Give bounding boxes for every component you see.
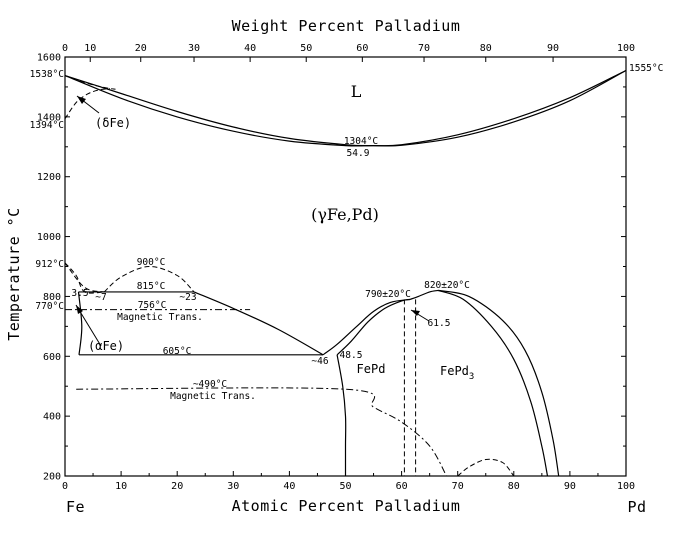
label-912: 912°C [35, 259, 64, 270]
x-tick-label-90: 90 [564, 481, 576, 492]
wt-tick-label-50: 50 [300, 43, 312, 54]
curve-fepd3-right-inner [437, 289, 549, 477]
label-815: 815°C [137, 281, 166, 292]
curve-lower-dome [457, 458, 515, 477]
arrow-61-5-head [411, 310, 420, 316]
curve-fepd3-left [409, 289, 439, 300]
curve-fepd3-right-outer [437, 289, 560, 477]
x-tick-label-50: 50 [339, 481, 351, 492]
x-tick-label-30: 30 [227, 481, 239, 492]
label-23: ~23 [179, 292, 196, 303]
boundary-lines [64, 69, 627, 477]
wt-tick-label-40: 40 [244, 43, 256, 54]
x-tick-label-0: 0 [62, 481, 68, 492]
wt-tick-label-60: 60 [356, 43, 368, 54]
phase-gamma: (γFe,Pd) [311, 205, 379, 224]
magnetic-trans-lower: Magnetic Trans. [170, 391, 256, 402]
wt-tick-label-20: 20 [135, 43, 147, 54]
wt-tick-label-100: 100 [617, 43, 635, 54]
x-tick-label-20: 20 [171, 481, 183, 492]
label-min-temp: 1304°C [344, 136, 378, 147]
y-tick-label-600: 600 [43, 352, 61, 363]
y-tick-label-400: 400 [43, 412, 61, 423]
x-tick-label-80: 80 [508, 481, 520, 492]
axis-ticks: 0 10 20 30 40 50 60 70 80 90 1000 10 20 30 40 50 60 70 80 9… [37, 43, 635, 492]
wt-tick-label-90: 90 [547, 43, 559, 54]
wt-tick-label-70: 70 [418, 43, 430, 54]
wt-tick-label-10: 10 [84, 43, 96, 54]
label-3-5: 3.5 [71, 288, 88, 299]
magnetic-trans-upper: Magnetic Trans. [117, 312, 203, 323]
label-756: 756°C [138, 300, 167, 311]
curve-gamma-alpha-lower [64, 262, 105, 294]
y-tick-label-800: 800 [43, 292, 61, 303]
y-tick-label-1600: 1600 [37, 53, 61, 64]
phase-fepd: FePd [357, 362, 386, 376]
wt-tick-label-30: 30 [188, 43, 200, 54]
phase-fepd3-subscript: 3 [469, 372, 474, 382]
curve-fepd-left-inner [336, 298, 411, 356]
y-axis-title: Temperature °C [5, 207, 23, 340]
label-1394: 1394°C [30, 120, 64, 131]
curve-solidus [64, 69, 627, 147]
x-tick-label-60: 60 [396, 481, 408, 492]
arrow-alpha-head [76, 305, 83, 314]
curve-fepd-bottom [336, 354, 347, 476]
label-48-5: 48.5 [340, 350, 363, 361]
label-1538: 1538°C [30, 69, 64, 80]
phase-fepd3-base: FePd [440, 364, 469, 378]
y-tick-label-1000: 1000 [37, 232, 61, 243]
label-490: ~490°C [193, 379, 227, 390]
label-7: ~7 [95, 292, 106, 303]
wt-tick-label-80: 80 [480, 43, 492, 54]
leader-arrows [75, 95, 430, 347]
curve-alpha-solvus [77, 291, 83, 355]
curve-metastable-dome [103, 265, 195, 293]
label-900: 900°C [137, 257, 166, 268]
element-fe-label: Fe [66, 498, 85, 516]
curve-delta-boundary-upper [64, 75, 116, 90]
curve-gamma-solvus [193, 291, 324, 356]
x-tick-label-40: 40 [283, 481, 295, 492]
x-tick-label-70: 70 [452, 481, 464, 492]
wt-tick-label-0: 0 [62, 43, 68, 54]
arrow-delta-head [77, 96, 86, 104]
curve-magnetic-lower [76, 387, 447, 477]
top-axis-title: Weight Percent Palladium [232, 17, 461, 35]
label-790: 790±20°C [365, 289, 411, 300]
label-min-comp: 54.9 [347, 148, 370, 159]
curve-fepd-left [322, 298, 411, 356]
x-tick-label-10: 10 [115, 481, 127, 492]
x-tick-label-100: 100 [617, 481, 635, 492]
label-605: 605°C [163, 346, 192, 357]
bottom-axis-title: Atomic Percent Palladium [232, 497, 461, 515]
y-tick-label-1400: 1400 [37, 112, 61, 123]
label-770: 770°C [35, 301, 64, 312]
curve-delta-boundary-lower [64, 88, 110, 119]
phase-liquid: L [351, 82, 362, 101]
phase-alpha: (αFe) [88, 339, 124, 353]
label-820: 820±20°C [424, 280, 470, 291]
label-61-5: 61.5 [428, 318, 451, 329]
y-tick-label-1200: 1200 [37, 172, 61, 183]
y-tick-label-200: 200 [43, 472, 61, 483]
element-pd-label: Pd [627, 498, 646, 516]
phase-delta: (δFe) [95, 116, 131, 130]
phase-fepd3: FePd3 [440, 364, 474, 382]
label-1555: 1555°C [629, 63, 663, 74]
label-46: ~46 [311, 356, 328, 367]
